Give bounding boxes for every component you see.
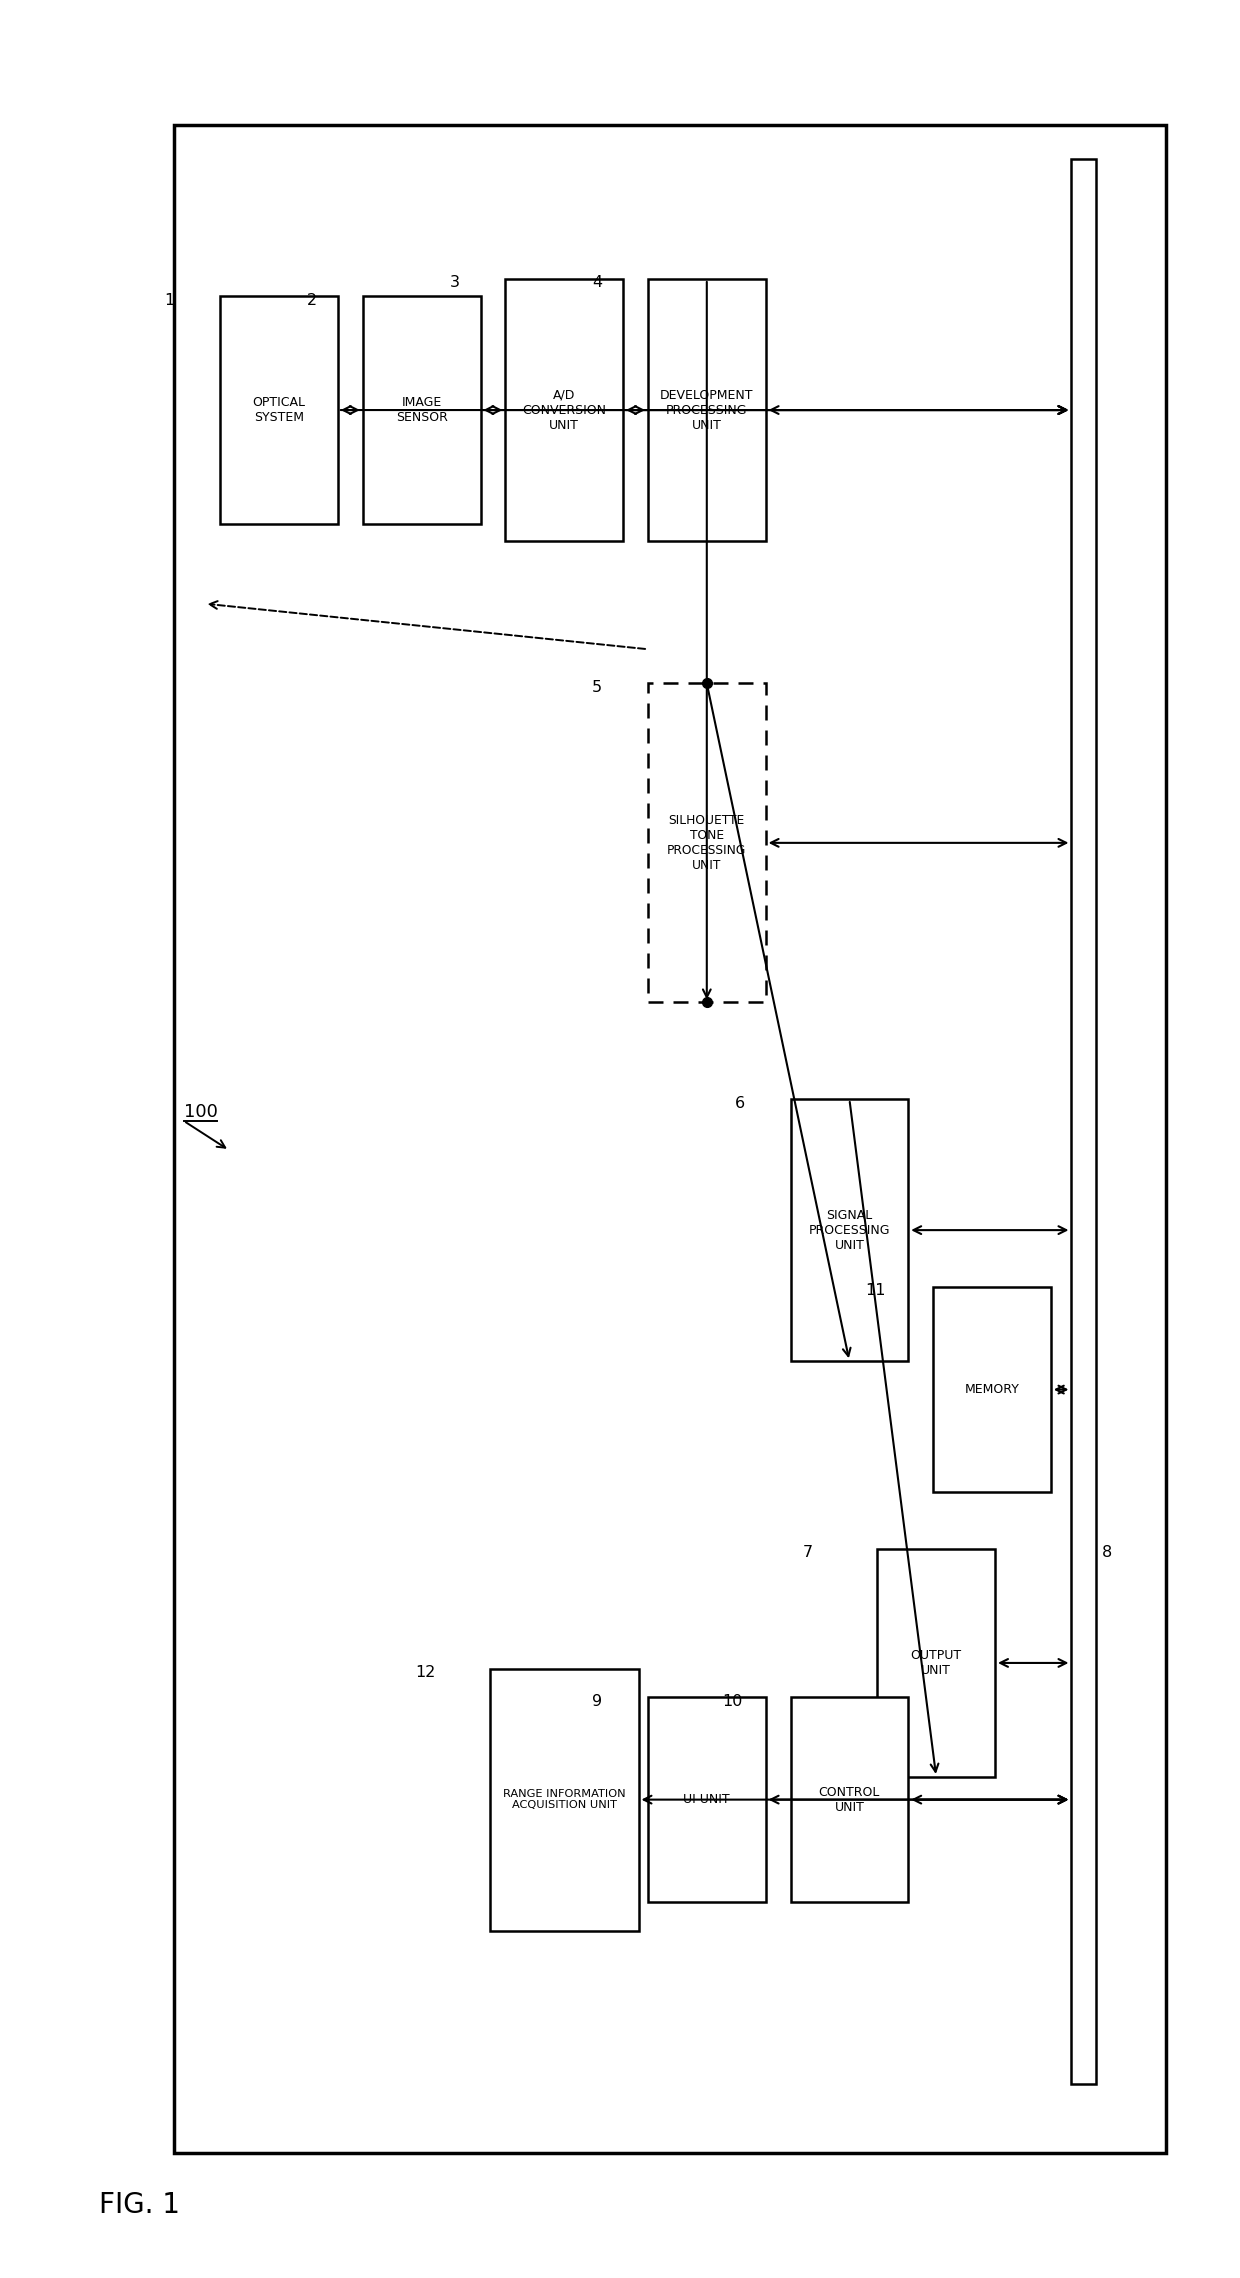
Text: OUTPUT
UNIT: OUTPUT UNIT [910, 1649, 962, 1677]
Text: 3: 3 [450, 276, 460, 292]
Bar [878, 1549, 994, 1777]
Text: 11: 11 [866, 1283, 885, 1298]
Text: SIGNAL
PROCESSING
UNIT: SIGNAL PROCESSING UNIT [808, 1210, 890, 1251]
Bar [791, 1098, 908, 1360]
Text: 10: 10 [722, 1693, 743, 1708]
Bar [490, 1667, 639, 1932]
Text: 12: 12 [415, 1665, 435, 1681]
Bar [934, 1287, 1052, 1492]
Bar [647, 280, 765, 542]
Text: 9: 9 [593, 1693, 603, 1708]
Text: 7: 7 [804, 1544, 813, 1560]
Text: SILHOUETTE
TONE
PROCESSING
UNIT: SILHOUETTE TONE PROCESSING UNIT [667, 813, 746, 872]
Text: RANGE INFORMATION
ACQUISITION UNIT: RANGE INFORMATION ACQUISITION UNIT [503, 1788, 625, 1811]
Bar [647, 1697, 765, 1902]
Text: IMAGE
SENSOR: IMAGE SENSOR [396, 396, 448, 424]
Bar [363, 296, 481, 524]
Bar [221, 296, 337, 524]
Text: 100: 100 [184, 1103, 217, 1121]
Text: MEMORY: MEMORY [965, 1383, 1019, 1396]
Text: FIG. 1: FIG. 1 [99, 2191, 180, 2219]
Bar [647, 683, 765, 1002]
Text: 6: 6 [734, 1096, 745, 1109]
Text: CONTROL
UNIT: CONTROL UNIT [818, 1786, 880, 1813]
Text: 4: 4 [593, 276, 603, 292]
Bar [791, 1697, 908, 1902]
Bar [1071, 159, 1096, 2084]
Text: DEVELOPMENT
PROCESSING
UNIT: DEVELOPMENT PROCESSING UNIT [660, 390, 754, 431]
Text: A/D
CONVERSION
UNIT: A/D CONVERSION UNIT [522, 390, 606, 431]
Text: 2: 2 [308, 292, 317, 308]
Text: 1: 1 [164, 292, 175, 308]
Bar [174, 125, 1166, 2153]
Text: OPTICAL
SYSTEM: OPTICAL SYSTEM [253, 396, 305, 424]
Text: UI UNIT: UI UNIT [683, 1793, 730, 1806]
Bar [506, 280, 624, 542]
Text: 5: 5 [593, 679, 603, 695]
Text: 8: 8 [1102, 1544, 1112, 1560]
